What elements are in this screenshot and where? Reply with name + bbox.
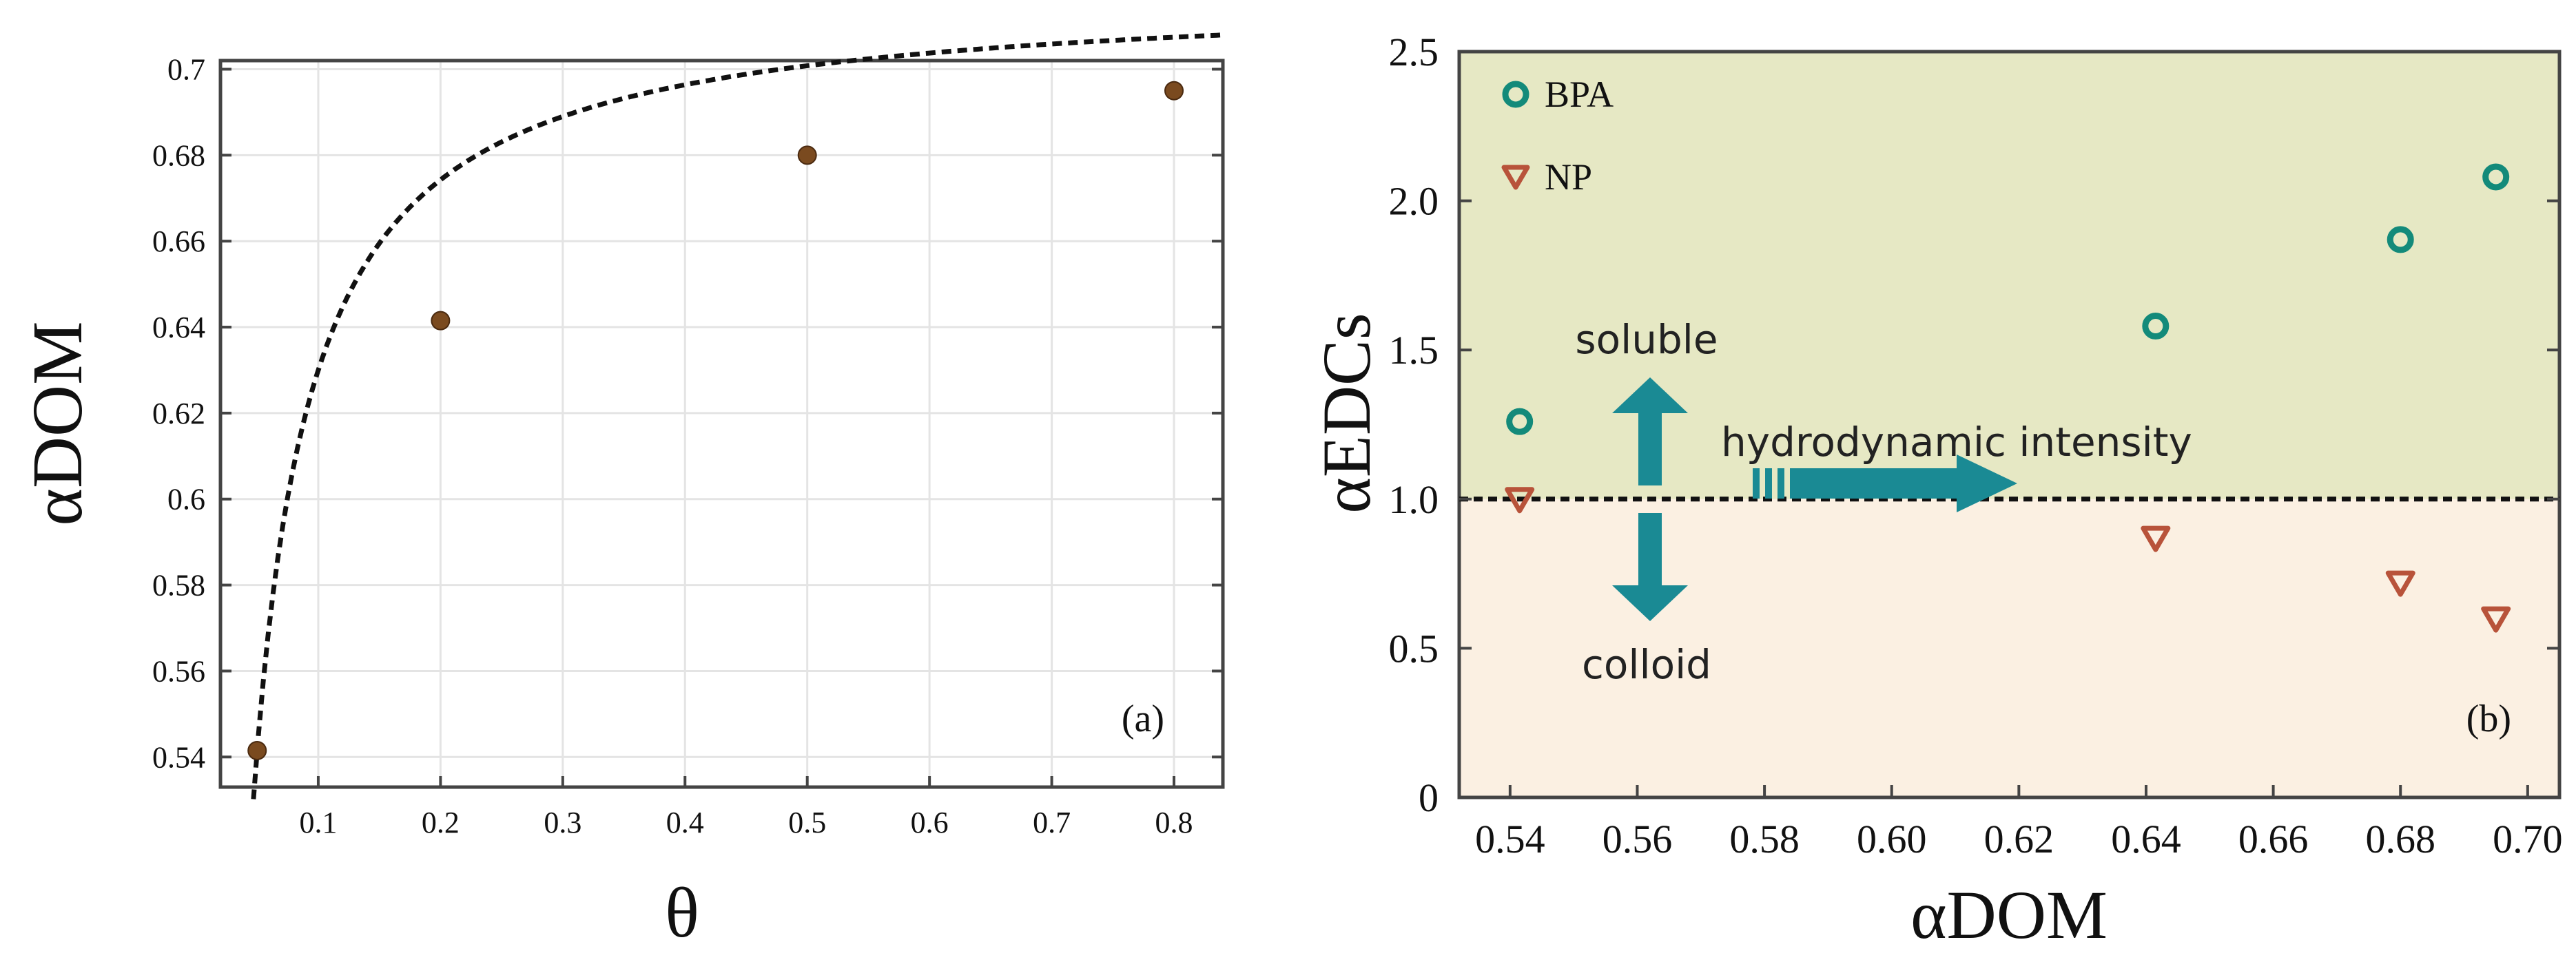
panel-a-fit-curve: [251, 32, 1222, 799]
panel-b-label: (b): [2466, 698, 2511, 740]
panel-b-xlabel: αDOM: [1910, 877, 2108, 953]
panel-b-ylabel: αEDCs: [1308, 313, 1385, 513]
panel-a-ytick-label: 0.64: [152, 311, 205, 344]
panel-a-xtick-label: 0.5: [788, 806, 826, 839]
panel-b-ytick-label: 2.5: [1389, 30, 1439, 74]
panel-a-ylabel: αDOM: [18, 321, 97, 525]
panel-b-xtick-label: 0.62: [1984, 817, 2054, 861]
panel-a-data-point: [431, 311, 451, 331]
panel-a-ytick-label: 0.58: [152, 569, 205, 603]
panel-a-ytick-label: 0.68: [152, 138, 205, 172]
panel-a-xtick-label: 0.7: [1033, 806, 1071, 839]
legend: BPA NP: [1501, 74, 1614, 198]
panel-b-xtick-label: 0.58: [1729, 817, 1800, 861]
panel-b-ytick-label: 1.5: [1389, 328, 1439, 373]
panel-a-xtick-label: 0.1: [299, 806, 337, 839]
bpa-data-point: [2482, 163, 2510, 191]
panel-b-ytick-label: 0.5: [1389, 626, 1439, 671]
panel-b-ytick-label: 0: [1419, 775, 1439, 820]
annotation-colloid: colloid: [1582, 641, 1711, 688]
annotation-soluble: soluble: [1575, 316, 1718, 363]
panel-b-ytick-label: 1.0: [1389, 477, 1439, 522]
panel-a-xtick-label: 0.3: [544, 806, 581, 839]
panel-a-ytick-label: 0.62: [152, 397, 205, 430]
hydrodynamic-arrow: [1753, 454, 2017, 512]
panel-a-data-point: [797, 145, 817, 165]
soluble-colloid-arrow: [1612, 377, 1688, 621]
bpa-data-point: [2142, 313, 2170, 340]
np-data-point: [2141, 525, 2171, 552]
bpa-data-point: [2387, 226, 2414, 253]
panel-b-xtick-label: 0.68: [2365, 817, 2435, 861]
np-data-point: [2385, 570, 2415, 597]
panel-b-xtick-label: 0.70: [2493, 817, 2563, 861]
legend-marker-np: [1501, 165, 1530, 190]
np-data-point: [1505, 487, 1535, 514]
panel-b-points: [1505, 163, 2511, 633]
bpa-data-point: [1506, 408, 1534, 435]
panel-b-frame: [1457, 50, 2562, 799]
panel-a-ytick-label: 0.66: [152, 224, 205, 258]
panel-a-frame: [218, 59, 1225, 789]
panel-b: 0.54 0.56 0.58 0.60 0.62 0.64 0.66 0.68 0.70 0 0.…: [1308, 30, 2563, 953]
np-data-point: [2481, 606, 2511, 633]
legend-label-bpa: BPA: [1545, 74, 1614, 115]
panel-a-xtick-label: 0.6: [911, 806, 949, 839]
panel-b-xtick-label: 0.64: [2111, 817, 2181, 861]
panel-a-ytick-label: 0.54: [152, 740, 205, 774]
panel-a-yticks: 0.54 0.56 0.58 0.6 0.62 0.64 0.66 0.68 0.7: [152, 52, 1223, 774]
panel-a-data-point: [1164, 81, 1184, 101]
panel-a-points: [247, 81, 1184, 760]
panel-a-grid: [220, 61, 1223, 787]
annotation-hydrodynamic-intensity: hydrodynamic intensity: [1721, 419, 2192, 466]
panel-a-ytick-label: 0.56: [152, 654, 205, 688]
panel-b-xtick-label: 0.60: [1857, 817, 1927, 861]
panel-b-yticks: 0 0.5 1.0 1.5 2.0 2.5: [1389, 30, 2559, 820]
panel-b-xtick-label: 0.54: [1475, 817, 1545, 861]
panel-a-ytick-label: 0.7: [167, 52, 205, 86]
panel-a-data-point: [247, 740, 267, 760]
panel-a-xlabel: θ: [665, 873, 699, 952]
legend-label-np: NP: [1545, 156, 1592, 198]
panel-a-label: (a): [1122, 698, 1164, 740]
panel-b-ytick-label: 2.0: [1389, 179, 1439, 224]
panel-a: 0.1 0.2 0.3 0.4 0.5 0.6 0.7 0.8 0.54 0.56 0.58 0.6…: [18, 32, 1225, 952]
panel-b-xtick-label: 0.66: [2238, 817, 2309, 861]
panel-b-xticks: 0.54 0.56 0.58 0.60 0.62 0.64 0.66 0.68 0.70: [1475, 785, 2563, 861]
panel-a-xticks: 0.1 0.2 0.3 0.4 0.5 0.6 0.7 0.8: [299, 776, 1193, 839]
panel-a-ytick-label: 0.6: [167, 483, 205, 516]
panel-a-xtick-label: 0.2: [422, 806, 460, 839]
panel-a-xtick-label: 0.8: [1155, 806, 1193, 839]
legend-marker-bpa: [1502, 81, 1529, 108]
panel-a-xtick-label: 0.4: [666, 806, 704, 839]
panel-b-xtick-label: 0.56: [1603, 817, 1673, 861]
